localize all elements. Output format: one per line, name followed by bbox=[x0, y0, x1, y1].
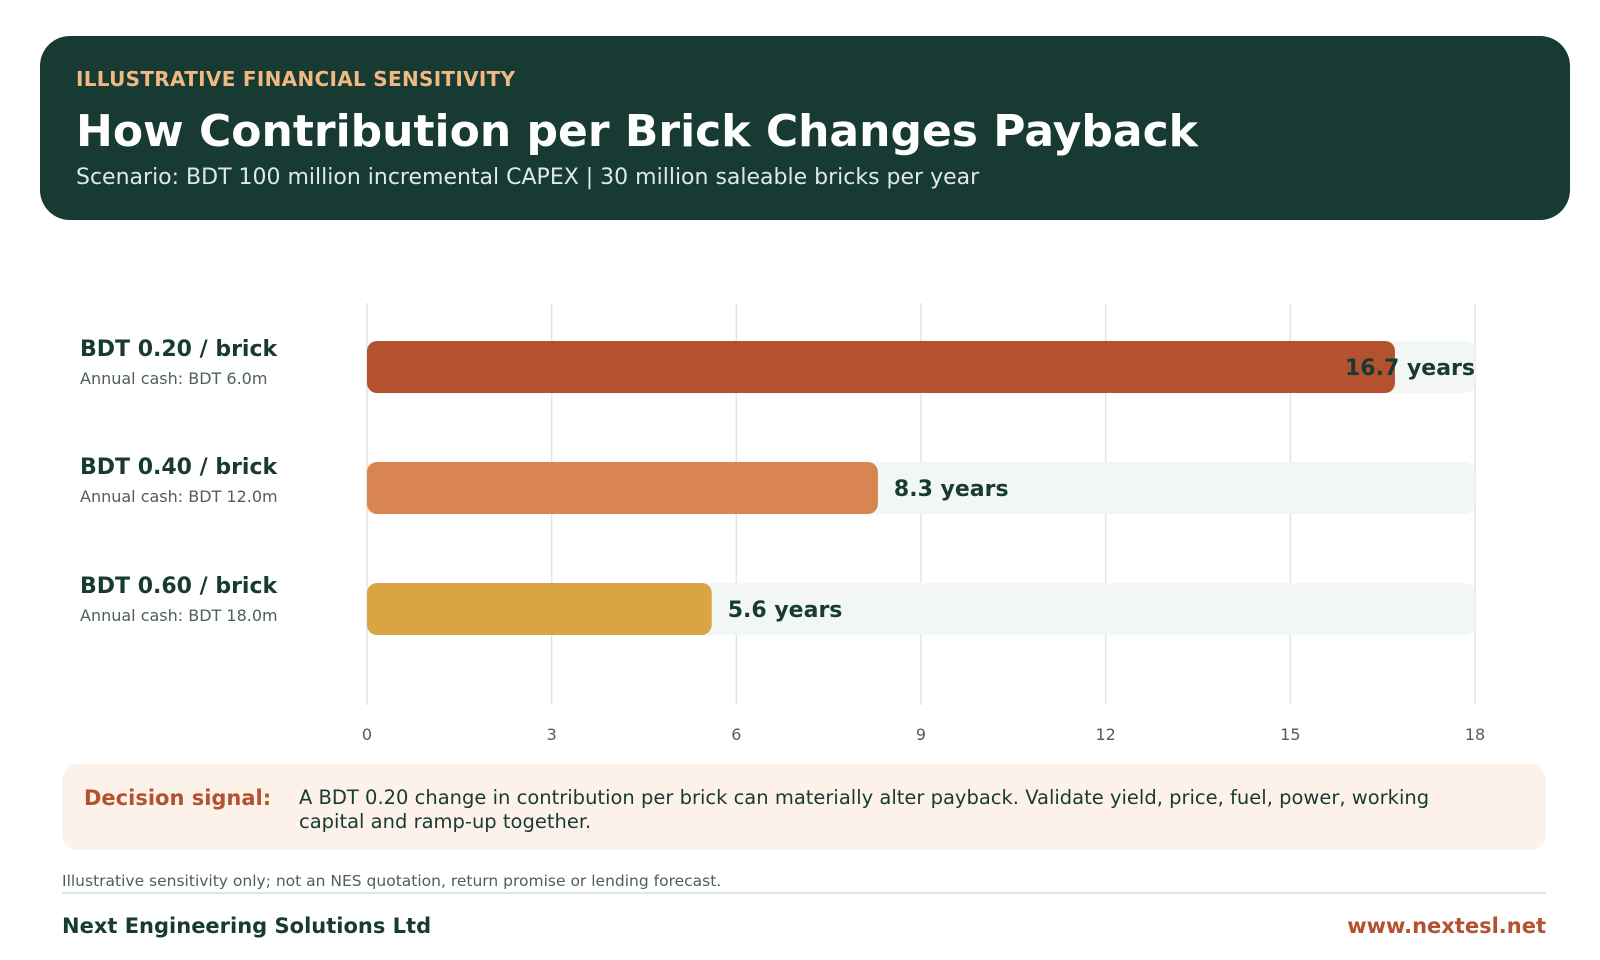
decision-signal-label: Decision signal: bbox=[84, 786, 272, 810]
x-tick-label: 12 bbox=[1095, 725, 1115, 744]
x-tick-label: 18 bbox=[1465, 725, 1485, 744]
payback-chart: 0 3 6 9 12 15 18 16.7 years 8.3 years 5.6 years B… bbox=[80, 303, 1485, 744]
bar bbox=[367, 341, 1395, 393]
category-label: BDT 0.60 / brick bbox=[80, 574, 278, 599]
x-tick-label: 0 bbox=[362, 725, 372, 744]
category-sublabel: Annual cash: BDT 6.0m bbox=[80, 369, 268, 388]
bar-value-label: 5.6 years bbox=[728, 598, 843, 623]
category-sublabel: Annual cash: BDT 12.0m bbox=[80, 487, 278, 506]
bar bbox=[367, 462, 878, 514]
bar-value-label: 16.7 years bbox=[1345, 356, 1475, 381]
page-title: How Contribution per Brick Changes Payba… bbox=[76, 106, 1198, 157]
x-tick-label: 9 bbox=[916, 725, 926, 744]
x-tick-label: 6 bbox=[731, 725, 741, 744]
category-label: BDT 0.40 / brick bbox=[80, 455, 278, 480]
bar-value-label: 8.3 years bbox=[894, 477, 1009, 502]
header-banner: ILLUSTRATIVE FINANCIAL SENSITIVITY How C… bbox=[40, 36, 1570, 220]
category-label: BDT 0.20 / brick bbox=[80, 337, 278, 362]
decision-signal-text: A BDT 0.20 change in contribution per br… bbox=[299, 786, 1430, 833]
bar bbox=[367, 583, 712, 635]
eyebrow-label: ILLUSTRATIVE FINANCIAL SENSITIVITY bbox=[76, 67, 516, 91]
scenario-subtitle: Scenario: BDT 100 million incremental CA… bbox=[76, 165, 980, 190]
x-tick-label: 15 bbox=[1280, 725, 1300, 744]
x-tick-label: 3 bbox=[547, 725, 557, 744]
chart-svg: 0 3 6 9 12 15 18 16.7 years 8.3 years 5.6 years bbox=[362, 303, 1485, 744]
website-link[interactable]: www.nextesl.net bbox=[1347, 914, 1546, 938]
company-name: Next Engineering Solutions Ltd bbox=[62, 914, 432, 938]
category-sublabel: Annual cash: BDT 18.0m bbox=[80, 606, 278, 625]
disclaimer: Illustrative sensitivity only; not an NE… bbox=[62, 872, 722, 890]
footer-divider bbox=[62, 892, 1546, 894]
decision-signal-box: Decision signal: A BDT 0.20 change in co… bbox=[62, 764, 1546, 850]
